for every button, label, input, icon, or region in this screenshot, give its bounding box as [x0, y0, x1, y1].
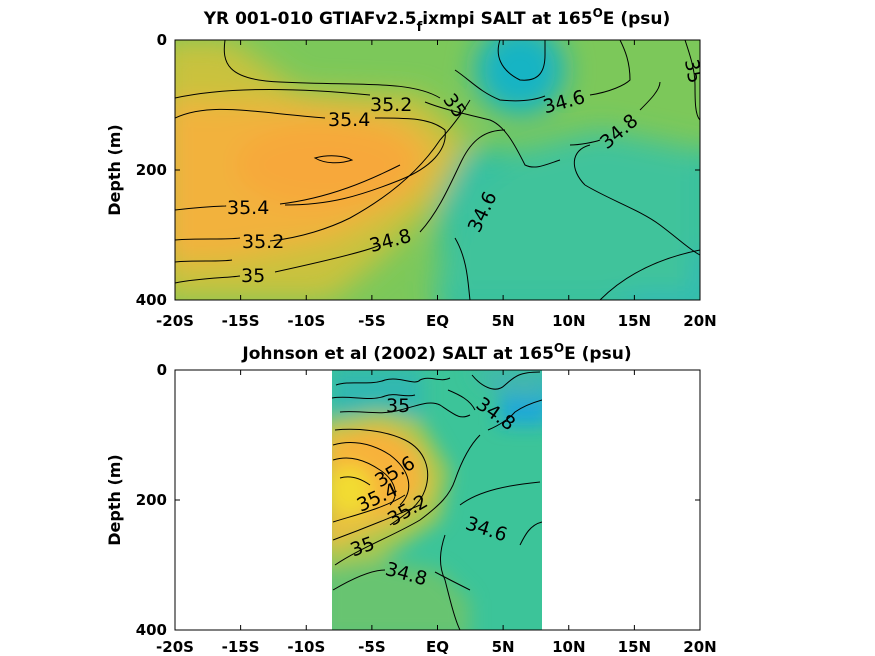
x-tick-label: 20N — [683, 638, 716, 656]
contour-lines — [332, 371, 542, 630]
x-tick-label: -20S — [156, 312, 194, 330]
y-tick-label: 0 — [157, 31, 167, 49]
axis-tick-marks — [174, 39, 701, 631]
y-tick-label: 200 — [136, 491, 167, 509]
x-tick-label: 20N — [683, 312, 716, 330]
salinity-field: 35.2 35.4 35 34.6 34.8 35 35.4 35.2 35 3… — [175, 40, 706, 300]
contour-label: 35.2 — [242, 231, 284, 253]
x-tick-label: 15N — [618, 312, 651, 330]
contour-label: 35 — [386, 395, 410, 417]
y-axis-label: Depth (m) — [105, 454, 124, 546]
x-tick-label: EQ — [426, 312, 449, 330]
contour-label: 35.2 — [370, 94, 412, 116]
x-tick-labels: -20S -15S -10S -5S EQ 5N 10N 15N 20N — [156, 638, 717, 656]
chart-title: Johnson et al (2002) SALT at 165OE (psu) — [241, 341, 631, 364]
x-tick-label: 5N — [492, 638, 515, 656]
x-tick-label: -15S — [222, 312, 260, 330]
x-tick-label: EQ — [426, 638, 449, 656]
x-tick-label: 5N — [492, 312, 515, 330]
contour-label: 35.4 — [227, 197, 269, 219]
x-tick-label: -10S — [287, 312, 325, 330]
y-tick-label: 400 — [136, 291, 167, 309]
y-tick-label: 0 — [157, 361, 167, 379]
x-tick-label: 10N — [552, 312, 585, 330]
chart-panel-observed: Johnson et al (2002) SALT at 165OE (psu) — [105, 341, 717, 656]
chart-title: YR 001-010 GTIAFv2.5fixmpi SALT at 165OE… — [203, 6, 671, 35]
y-tick-label: 200 — [136, 161, 167, 179]
x-tick-label: -5S — [358, 638, 385, 656]
contour-lines — [175, 40, 700, 300]
x-tick-label: 10N — [552, 638, 585, 656]
contour-label: 35 — [241, 265, 265, 287]
x-tick-label: -15S — [222, 638, 260, 656]
y-tick-labels: 0 200 400 — [136, 361, 167, 639]
contour-label: 35 — [680, 57, 706, 85]
x-tick-label: -10S — [287, 638, 325, 656]
y-axis-label: Depth (m) — [105, 124, 124, 216]
x-tick-label: -5S — [358, 312, 385, 330]
y-tick-label: 400 — [136, 621, 167, 639]
chart-panel-model: YR 001-010 GTIAFv2.5fixmpi SALT at 165OE… — [105, 6, 717, 330]
salinity-field: 35 34.8 35.6 35.4 35.2 35 34.6 34.8 — [332, 370, 542, 630]
contour-label: 35.4 — [328, 109, 370, 131]
x-tick-label: 15N — [618, 638, 651, 656]
y-tick-labels: 0 200 400 — [136, 31, 167, 309]
x-tick-labels: -20S -15S -10S -5S EQ 5N 10N 15N 20N — [156, 312, 717, 330]
x-tick-label: -20S — [156, 638, 194, 656]
